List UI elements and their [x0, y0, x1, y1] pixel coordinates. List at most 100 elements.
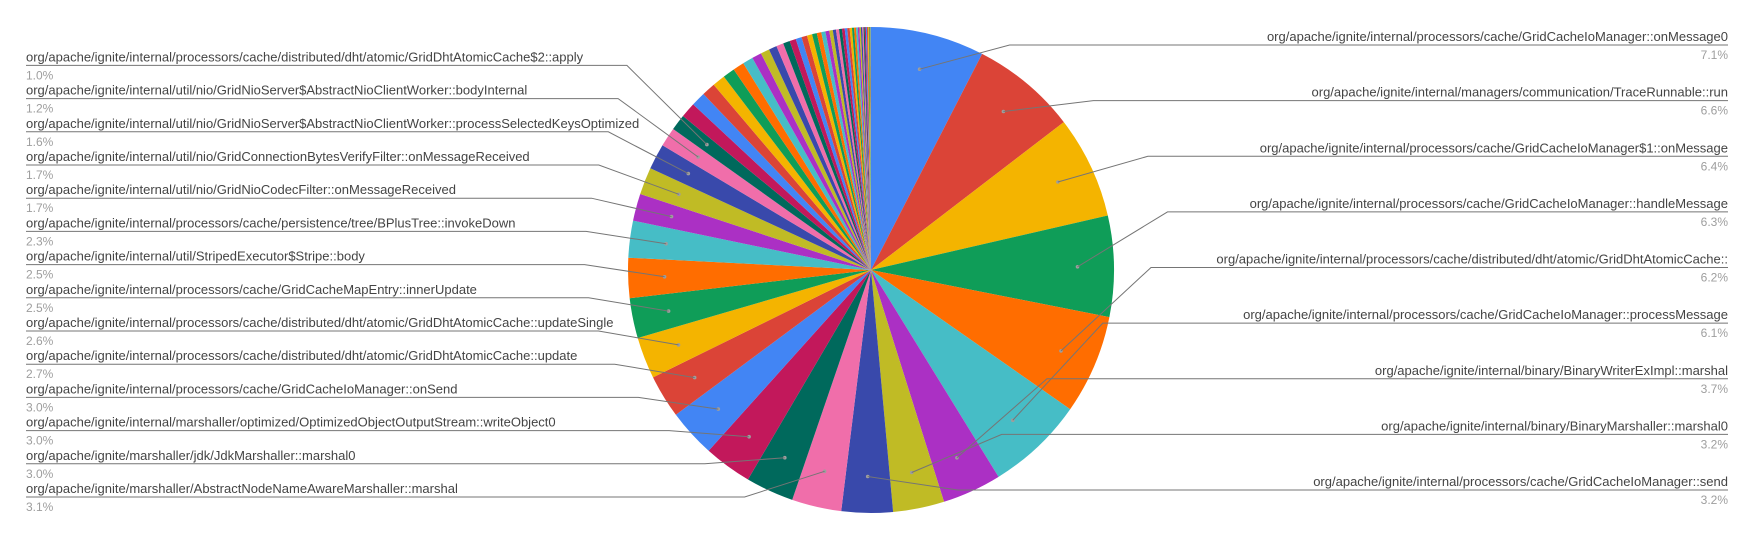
leader-line	[26, 430, 750, 438]
slice-name-label: org/apache/ignite/internal/processors/ca…	[1313, 474, 1728, 489]
slice-name-label: org/apache/ignite/internal/util/nio/Grid…	[26, 149, 530, 164]
pie-slice-minor	[806, 34, 871, 270]
slice-percent-label: 3.1%	[26, 500, 54, 514]
pie-slice-minor	[835, 29, 871, 271]
slice-name-label: org/apache/ignite/internal/binary/Binary…	[1375, 363, 1728, 378]
pie-slice	[871, 270, 1110, 410]
pie-slice-minor	[870, 26, 871, 270]
slice-percent-label: 6.2%	[1701, 271, 1729, 285]
slice-name-label: org/apache/ignite/internal/util/StripedE…	[26, 249, 365, 264]
leader-line	[26, 197, 672, 218]
pie-slice-minor	[838, 28, 871, 270]
leader-line	[26, 457, 785, 465]
pie-slice-minor	[857, 27, 871, 271]
leader-line	[26, 396, 719, 410]
pie-slice-minor	[859, 27, 871, 271]
pie-slice-minor	[865, 27, 871, 271]
slice-percent-label: 3.7%	[1701, 382, 1729, 396]
pie-slice	[871, 215, 1114, 318]
leader-line	[26, 330, 679, 346]
pie-slice-minor	[703, 84, 871, 270]
pie-slice-minor	[829, 30, 871, 271]
leader-line	[26, 363, 695, 379]
slice-name-label: org/apache/ignite/internal/managers/comm…	[1312, 85, 1728, 100]
leader-line	[1012, 322, 1728, 421]
slice-name-label: org/apache/ignite/internal/processors/ca…	[26, 348, 577, 363]
slice-percent-label: 6.6%	[1701, 104, 1729, 118]
slice-name-label: org/apache/ignite/internal/processors/ca…	[26, 215, 515, 230]
leader-dot	[1056, 180, 1060, 184]
slice-name-label: org/apache/ignite/marshaller/jdk/JdkMars…	[26, 448, 355, 463]
pie-slice-minor	[789, 38, 871, 270]
leader-line	[26, 164, 679, 195]
slice-percent-label: 1.6%	[26, 135, 54, 149]
pie-slice-minor	[752, 53, 871, 271]
pie-slice	[637, 270, 871, 378]
leader-line	[26, 264, 665, 278]
pie-slice-minor	[795, 37, 871, 271]
slice-name-label: org/apache/ignite/internal/processors/ca…	[1250, 196, 1728, 211]
leader-line	[1003, 100, 1728, 112]
pie-slice-minor	[816, 32, 871, 270]
slice-name-label: org/apache/ignite/internal/processors/ca…	[1216, 252, 1728, 267]
slice-percent-label: 2.7%	[26, 367, 54, 381]
pie-slice-minor	[847, 27, 871, 270]
pie-slice-minor	[866, 27, 871, 270]
slice-percent-label: 7.1%	[1701, 48, 1729, 62]
slice-percent-label: 1.7%	[26, 201, 54, 215]
slice-name-label: org/apache/ignite/internal/marshaller/op…	[26, 415, 556, 430]
slice-percent-label: 3.0%	[26, 400, 54, 414]
pie-slices	[627, 26, 1114, 514]
pie-slice-minor	[693, 94, 871, 271]
pie-slice-minor	[723, 69, 871, 270]
leader-line	[26, 131, 689, 175]
pie-slice-minor	[743, 57, 871, 271]
slice-name-label: org/apache/ignite/internal/util/nio/Grid…	[26, 182, 456, 197]
slice-name-label: org/apache/ignite/internal/processors/ca…	[1243, 307, 1728, 322]
slice-name-label: org/apache/ignite/internal/processors/ca…	[1260, 140, 1728, 155]
slice-percent-label: 2.5%	[26, 301, 54, 315]
slice-percent-label: 6.4%	[1701, 159, 1729, 173]
slice-percent-label: 2.3%	[26, 234, 54, 248]
pie-slice	[871, 53, 1064, 271]
leader-line	[1057, 155, 1728, 183]
leader-line	[956, 378, 1728, 459]
pie-slice	[640, 168, 871, 270]
pie-slice-minor	[769, 46, 871, 271]
slice-name-label: org/apache/ignite/internal/processors/ca…	[26, 49, 584, 64]
pie-slice	[650, 145, 871, 270]
pie-slice	[871, 270, 1071, 477]
pie-slice-minor	[783, 41, 871, 270]
pie-slice-minor	[868, 27, 871, 270]
leader-line	[26, 64, 708, 145]
pie-slice-minor	[812, 33, 871, 270]
pie-slice-minor	[832, 29, 871, 270]
slice-labels: org/apache/ignite/internal/processors/ca…	[26, 29, 1728, 514]
pie-slice-minor	[733, 63, 871, 270]
slice-percent-label: 1.2%	[26, 102, 54, 116]
leader-line	[911, 433, 1728, 473]
slice-percent-label: 2.6%	[26, 334, 54, 348]
pie-slice	[792, 270, 871, 512]
pie-slice-minor	[854, 27, 871, 270]
pie-slice-minor	[867, 27, 871, 271]
leader-lines	[26, 44, 1728, 498]
pie-slice	[673, 116, 871, 270]
slice-percent-label: 1.0%	[26, 68, 54, 82]
leader-line	[26, 297, 669, 312]
leader-dot	[676, 343, 681, 347]
leader-line	[1060, 267, 1728, 352]
slice-name-label: org/apache/ignite/internal/processors/ca…	[26, 315, 614, 330]
slice-name-label: org/apache/ignite/internal/util/nio/Grid…	[26, 116, 639, 131]
pie-slice-minor	[841, 28, 871, 271]
pie-slice-minor	[860, 27, 871, 270]
pie-slice-minor	[776, 43, 871, 270]
pie-slice	[841, 270, 894, 514]
pie-slice-minor	[851, 27, 871, 271]
pie-slice-minor	[863, 27, 871, 270]
pie-slice-minor	[760, 49, 871, 270]
slice-percent-label: 6.3%	[1701, 215, 1729, 229]
slice-percent-label: 6.1%	[1701, 326, 1729, 340]
leader-line	[26, 230, 667, 245]
